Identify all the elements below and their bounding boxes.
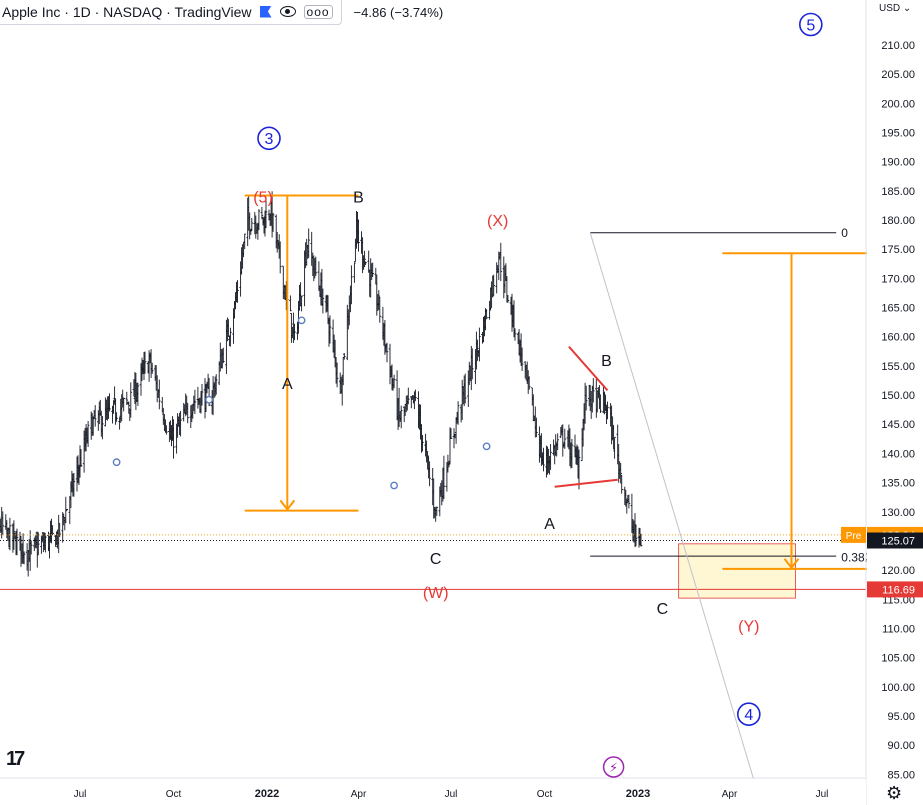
price-axis-bg [867,0,923,805]
wave-label[interactable]: 0.382 [841,551,871,565]
price-tick-label: 120.00 [881,565,915,577]
price-tick-label: 135.00 [881,478,915,490]
time-tick-label: Apr [351,789,367,800]
wave-label[interactable]: B [601,353,612,370]
dividend-marker[interactable] [205,395,214,404]
target-zone-box[interactable] [678,543,796,599]
label-last-bg [867,532,923,549]
wave-label[interactable]: A [544,516,555,533]
dividend-marker[interactable] [112,458,121,467]
time-axis-bg [0,779,866,805]
candles [0,191,643,577]
eye-icon[interactable] [279,6,296,17]
label-w-level-bg [867,581,923,598]
price-tick-label: 190.00 [881,157,915,169]
projection-arrow-head [783,558,800,570]
wave-label[interactable]: (Y) [738,618,759,635]
price-axis: USD ⌄ 85.00 90.00 95.00 100.00 105.00 110.00 11… [841,0,923,805]
chart-header: Apple Inc · 1D · NASDAQ · TradingView oo… [0,0,444,25]
wave-label[interactable]: B [353,189,364,206]
price-tick-label: 90.00 [887,740,915,752]
wave-circle [736,702,761,727]
price-tick-label: 175.00 [881,244,915,256]
dividend-marker[interactable] [482,442,491,451]
more-icon[interactable]: ooo [303,4,333,19]
price-tick-label: 200.00 [881,98,915,110]
price-tick-label: 150.00 [881,390,915,402]
price-tick-label: 205.00 [881,69,915,81]
price-tick-label: 145.00 [881,419,915,431]
time-tick-label: Jul [816,789,829,800]
triangle-lower-line[interactable] [554,478,618,488]
wave-label[interactable]: C [657,601,669,618]
price-tick-label: 140.00 [881,448,915,460]
wave-label[interactable]: 3 [265,131,274,148]
price-tick-label: 130.00 [881,507,915,519]
time-tick-label: 2022 [255,788,279,800]
premarket-tag-bg [841,526,866,543]
time-tick-label: 2023 [626,788,650,800]
wave-label[interactable]: C [430,551,442,568]
wave-label[interactable]: A [282,376,293,393]
time-axis: Jul Oct 2022 Apr Jul Oct 2023 Apr Jul ⚡ [0,756,866,805]
symbol-title[interactable]: Apple Inc · 1D · NASDAQ · TradingView [2,3,252,20]
price-tick-label: 195.00 [881,128,915,140]
wave-circle [798,12,823,37]
wave-label[interactable]: (X) [487,213,508,230]
price-tick-label: 185.00 [881,186,915,198]
lightning-glyph: ⚡ [609,761,618,776]
price-tick-label: 165.00 [881,303,915,315]
lightning-icon[interactable] [602,756,625,778]
time-tick-label: Apr [722,789,738,800]
price-tick-label: 105.00 [881,653,915,665]
price-tick-label: 155.00 [881,361,915,373]
price-tick-label: 180.00 [881,215,915,227]
price-tick-label: 210.00 [881,40,915,52]
currency-label[interactable]: USD ⌄ [879,3,911,14]
price-tick-label: 110.00 [882,624,915,636]
symbol-legend[interactable]: Apple Inc · 1D · NASDAQ · TradingView oo… [0,0,342,25]
price-tick-label: 170.00 [881,273,915,285]
time-tick-label: Oct [537,789,553,800]
tradingview-logo[interactable]: 17 [6,748,25,770]
premarket-tag[interactable]: Pre [846,531,862,542]
label-last[interactable]: 125.07 [881,536,915,548]
time-tick-label: Oct [166,789,182,800]
wave-label[interactable]: 5 [806,17,815,34]
wave-label[interactable]: 0 [841,226,848,240]
time-tick-label: Jul [445,789,458,800]
wave-label[interactable]: (W) [423,585,449,602]
wave-label[interactable]: (5) [253,189,273,206]
label-w-level[interactable]: 116.69 [882,584,915,596]
dividend-marker[interactable] [390,481,398,490]
dividend-marker[interactable] [297,316,306,325]
wave-label[interactable]: 4 [744,707,753,724]
wave-circle [257,126,281,151]
price-tick-label: 95.00 [887,711,915,723]
price-tick-label: 160.00 [881,332,915,344]
price-change: −4.86 (−3.74%) [353,4,444,20]
trend-ray[interactable] [589,232,755,781]
measure-arrow-1-head [279,499,296,512]
triangle-upper-line[interactable] [568,345,609,392]
price-tick-label: 85.00 [887,769,915,781]
gear-icon[interactable]: ⚙ [886,783,903,803]
flag-icon[interactable] [259,5,272,18]
time-tick-label: Jul [74,789,87,800]
price-tick-label: 100.00 [881,682,915,694]
